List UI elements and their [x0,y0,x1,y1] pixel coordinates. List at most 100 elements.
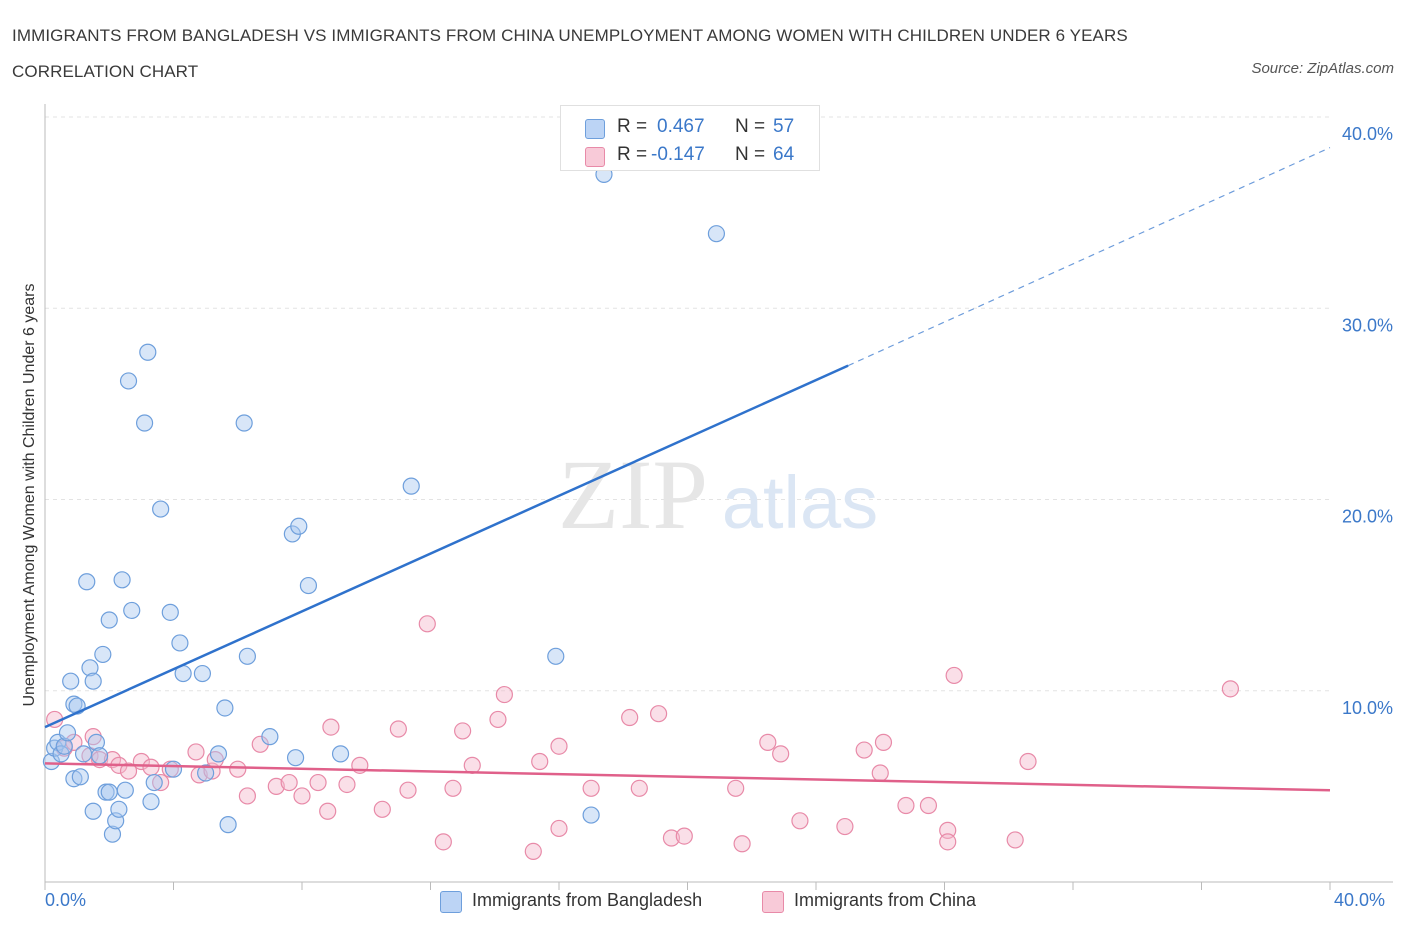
china-point [229,760,247,778]
china-point [582,779,600,797]
china-point [319,802,337,820]
china-point [1019,752,1037,771]
bangladesh-legend-label: Immigrants from Bangladesh [472,890,703,910]
bangladesh-point [65,770,83,788]
china-point [338,775,356,794]
bangladesh-point [62,672,80,690]
watermark: ZIP atlas [558,439,878,550]
china-point [662,829,681,847]
china-legend-swatch [762,891,784,913]
watermark-zip: ZIP [558,439,708,550]
bangladesh-point [142,793,160,811]
x-tick-label-min: 0.0% [45,890,87,910]
legend-n-label: N = [735,116,766,137]
bangladesh-point [299,576,318,595]
legend-n-value-bangladesh: 57 [773,116,795,137]
china-point [772,745,790,763]
china-point [836,817,854,836]
china-point [434,833,452,851]
bangladesh-trend-line [44,364,849,729]
china-point [293,787,311,805]
china-points [46,615,1240,861]
china-point [187,743,205,761]
bangladesh-point [87,733,106,751]
trend-lines [44,147,1331,792]
china-point [454,722,472,740]
china-point [418,615,436,633]
bangladesh-point [145,773,163,792]
legend-n-value-china: 64 [773,144,795,165]
legend-r-value-china: -0.147 [651,144,705,165]
china-point [550,737,568,755]
china-point [939,833,957,851]
bangladesh-point [402,477,420,495]
bangladesh-point [84,672,102,690]
china-point [389,720,407,738]
bangladesh-point [193,664,212,683]
bangladesh-points [42,165,726,843]
china-point [531,752,549,771]
legend-r-value-bangladesh: 0.467 [657,116,705,137]
china-point [791,812,809,830]
china-point [649,705,668,723]
bangladesh-point [152,500,170,518]
bangladesh-point [219,816,237,834]
y-tick-labels: 10.0% 20.0% 30.0% 40.0% [1342,124,1393,718]
legend-n-label: N = [735,144,766,165]
china-point [871,764,889,782]
y-tick-label: 40.0% [1342,124,1393,144]
bangladesh-point [123,601,141,620]
bangladesh-point [139,343,157,361]
bangladesh-point [171,634,189,652]
bangladesh-point [197,764,215,782]
bangladesh-point [235,414,253,432]
china-point [267,777,285,795]
bangladesh-point [286,749,305,767]
bangladesh-point [81,659,99,677]
china-point [630,779,648,797]
china-swatch [585,147,605,167]
bangladesh-point [582,806,600,824]
chart-source: Source: ZipAtlas.com [1251,60,1394,77]
china-point [322,718,340,736]
bangladesh-legend-swatch [440,891,462,913]
china-point [727,779,745,797]
watermark-atlas: atlas [722,461,878,544]
bangladesh-point [113,571,131,589]
y-tick-label: 20.0% [1342,507,1393,527]
china-point [309,773,327,792]
y-tick-label: 10.0% [1342,698,1393,718]
bangladesh-point [116,781,134,799]
bangladesh-point [71,768,89,786]
bangladesh-point [331,745,350,763]
bangladesh-swatch [585,119,605,139]
correlation-legend: R = 0.467 N = 57 R = -0.147 N = 64 [560,105,820,171]
china-point [919,796,938,815]
china-point [874,733,893,751]
bangladesh-point [119,372,138,390]
china-point [373,800,391,818]
bangladesh-point [707,225,726,243]
x-tick-label-max: 40.0% [1334,890,1386,910]
china-point [463,756,481,774]
china-point [524,842,542,861]
bangladesh-point [261,728,279,746]
china-trend-line [44,762,1331,792]
bangladesh-point [110,800,128,818]
y-tick-label: 30.0% [1342,315,1393,335]
china-point [399,781,417,799]
china-point [152,773,170,792]
china-point [675,827,693,845]
china-point [495,685,513,704]
bangladesh-trend-extension [847,147,1331,367]
china-legend-label: Immigrants from China [794,890,977,910]
bangladesh-point [100,783,118,801]
bangladesh-point [94,645,112,664]
bangladesh-point [238,647,256,665]
legend-r-label: R = [617,144,648,165]
bangladesh-point [91,747,109,765]
bangladesh-point [78,573,96,591]
bangladesh-point [100,611,118,629]
china-point [1221,680,1240,698]
